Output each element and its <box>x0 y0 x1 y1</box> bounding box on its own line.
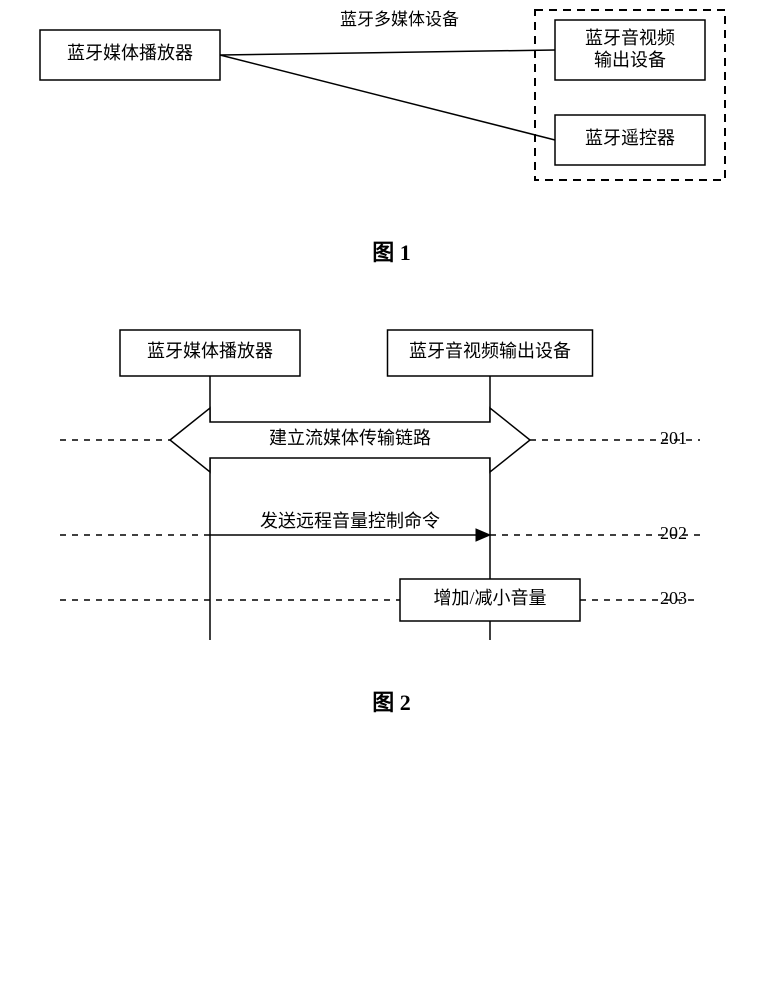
svg-text:蓝牙遥控器: 蓝牙遥控器 <box>585 128 675 148</box>
message-203: 增加/减小音量 203 <box>60 579 700 621</box>
svg-text:发送远程音量控制命令: 发送远程音量控制命令 <box>260 511 440 531</box>
node-player: 蓝牙媒体播放器 <box>40 30 220 80</box>
message-202: 发送远程音量控制命令 202 <box>60 511 700 543</box>
figure-2: 蓝牙媒体播放器 蓝牙音视频输出设备 建立流媒体传输链路 201 发送远程音量控制… <box>0 310 783 740</box>
svg-text:蓝牙音视频输出设备: 蓝牙音视频输出设备 <box>409 341 571 361</box>
figure-2-caption: 图 2 <box>372 690 411 715</box>
svg-text:增加/减小音量: 增加/减小音量 <box>433 588 546 608</box>
edge-player-remote <box>220 55 555 140</box>
step-id-202: 202 <box>660 523 687 543</box>
figure-1: 蓝牙媒体播放器 蓝牙多媒体设备 蓝牙音视频 输出设备 蓝牙遥控器 图 1 <box>0 0 783 310</box>
svg-text:蓝牙媒体播放器: 蓝牙媒体播放器 <box>147 341 273 361</box>
svg-text:输出设备: 输出设备 <box>594 50 666 70</box>
svg-text:蓝牙音视频: 蓝牙音视频 <box>585 28 675 48</box>
node-remote: 蓝牙遥控器 <box>555 115 705 165</box>
svg-text:蓝牙媒体播放器: 蓝牙媒体播放器 <box>67 43 193 63</box>
node-output: 蓝牙音视频 输出设备 <box>555 20 705 80</box>
message-201: 建立流媒体传输链路 201 <box>60 408 700 472</box>
lane-left: 蓝牙媒体播放器 <box>120 330 300 640</box>
step-id-203: 203 <box>660 588 687 608</box>
step-id-201: 201 <box>660 428 687 448</box>
figure-1-caption: 图 1 <box>372 240 411 265</box>
svg-text:建立流媒体传输链路: 建立流媒体传输链路 <box>269 428 431 448</box>
edge-player-output <box>220 50 555 55</box>
group-label: 蓝牙多媒体设备 <box>340 10 459 29</box>
